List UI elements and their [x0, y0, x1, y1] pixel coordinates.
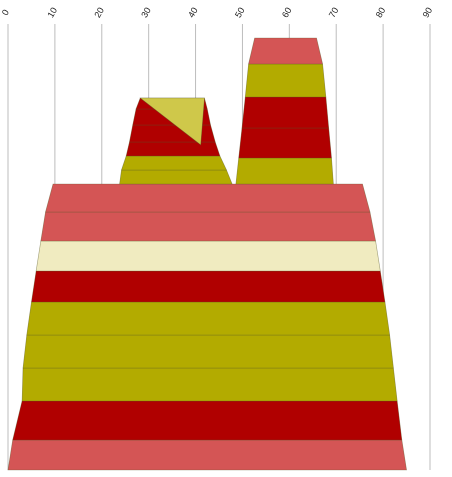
x-tick-label: 10 [45, 6, 59, 20]
band [238, 127, 332, 159]
x-tick-label: 0 [0, 8, 11, 17]
plot-area [7, 37, 407, 471]
band [7, 439, 407, 471]
x-tick-label: 70 [327, 6, 341, 20]
band [241, 96, 330, 129]
band [235, 157, 334, 185]
x-tick-label: 20 [92, 6, 106, 20]
x-tick-label: 50 [233, 6, 247, 20]
band [31, 270, 386, 303]
x-tick-label: 40 [186, 6, 200, 20]
band [12, 400, 403, 441]
band [40, 211, 376, 242]
stacked-shape [7, 183, 407, 471]
band [22, 334, 394, 369]
band [139, 97, 205, 146]
band [35, 240, 381, 272]
x-tick-label: 90 [421, 6, 435, 20]
x-tick-label: 80 [374, 6, 388, 20]
band [125, 141, 221, 157]
stacked-shape [235, 37, 334, 185]
x-tick-label: 60 [280, 6, 294, 20]
band [21, 367, 398, 402]
band [248, 37, 324, 65]
x-tick-label: 30 [139, 6, 153, 20]
band [45, 183, 371, 213]
x-axis: 0 10 20 30 40 50 60 70 80 90 [0, 6, 434, 20]
band [244, 63, 327, 98]
band [121, 155, 227, 171]
band [119, 169, 233, 185]
stacked-shape [119, 97, 233, 185]
band [26, 301, 391, 336]
